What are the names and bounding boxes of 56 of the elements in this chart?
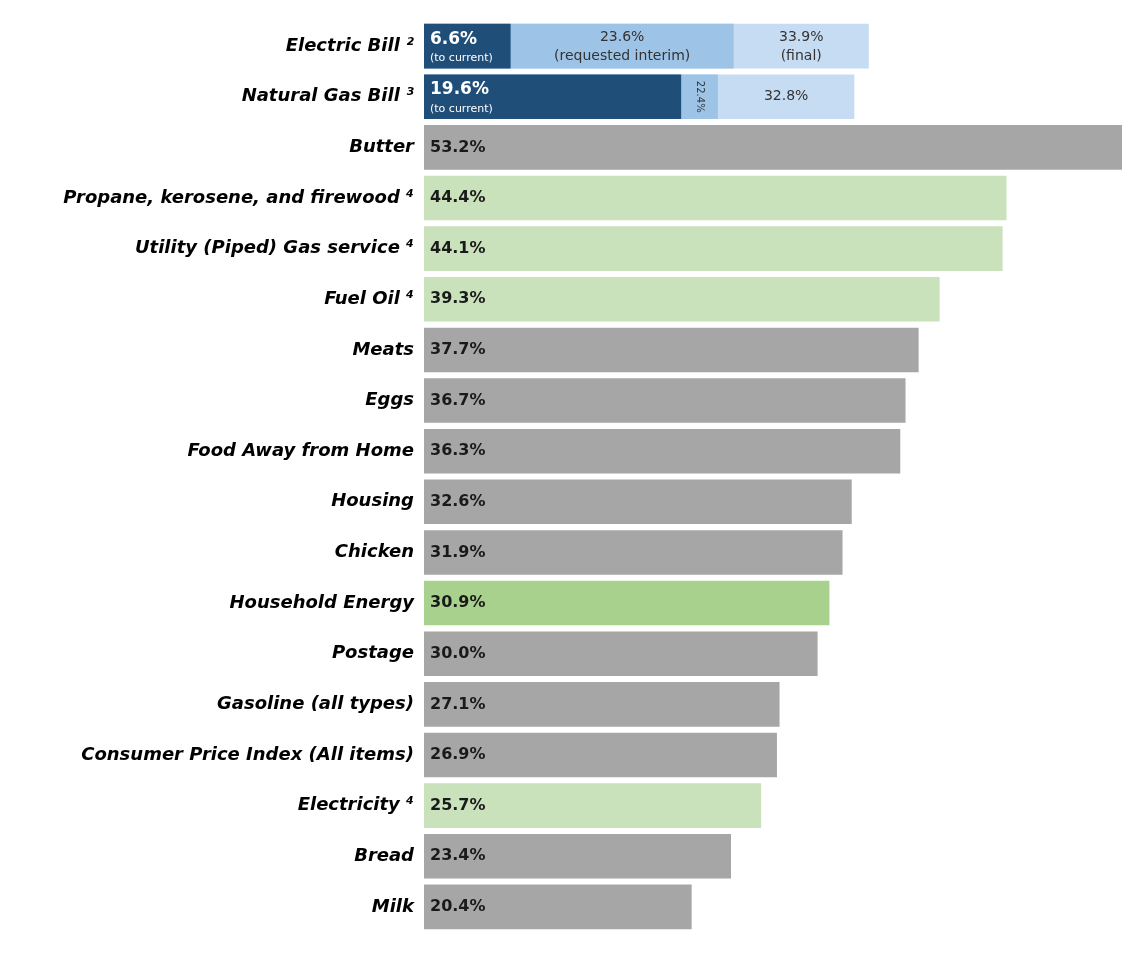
y-tick-label: Housing <box>331 489 415 511</box>
data-label: 22.4% <box>694 80 706 113</box>
data-label: 30.9% <box>430 592 486 612</box>
data-label: 30.0% <box>430 642 486 662</box>
data-label: 6.6% (to current) <box>430 27 493 64</box>
y-tick-label: Eggs <box>365 388 415 410</box>
y-tick-label: Food Away from Home <box>187 438 414 460</box>
data-label: 26.9% <box>430 744 486 764</box>
bar <box>424 125 1122 170</box>
y-tick-label: Butter <box>349 135 416 157</box>
bar <box>424 783 762 828</box>
bar <box>424 631 818 676</box>
y-tick-label: Propane, kerosene, and firewood ⁴ <box>63 185 414 207</box>
y-tick-label: Gasoline (all types) <box>217 692 414 714</box>
bar <box>424 327 919 373</box>
data-label: 44.1% <box>430 237 486 257</box>
y-tick-label: Electricity ⁴ <box>297 793 414 815</box>
data-label: 36.3% <box>430 440 486 460</box>
bar <box>424 378 906 423</box>
data-label: 32.8% <box>763 87 809 104</box>
bar <box>424 732 777 778</box>
bar <box>424 277 940 322</box>
data-label: 32.6% <box>430 490 486 510</box>
data-label: 33.9% (final) <box>778 27 824 63</box>
y-tick-label: Meats <box>352 337 415 359</box>
y-tick-label: Fuel Oil ⁴ <box>324 286 414 308</box>
data-label: 27.1% <box>430 693 486 713</box>
y-tick-label: Household Energy <box>229 590 416 612</box>
data-label: 53.2% <box>430 136 486 156</box>
bar <box>424 175 1007 221</box>
data-label: 20.4% <box>430 896 486 916</box>
y-tick-label: Milk <box>371 894 416 916</box>
bar <box>424 682 780 727</box>
bar <box>424 884 692 930</box>
y-tick-label: Utility (Piped) Gas service ⁴ <box>134 236 414 258</box>
bar <box>424 530 843 575</box>
y-tick-label: Postage <box>331 641 414 663</box>
y-tick-label: Chicken <box>334 540 414 562</box>
data-label: 25.7% <box>430 794 486 814</box>
bar <box>424 428 901 474</box>
y-tick-label: Electric Bill ² <box>285 33 415 55</box>
data-label: 39.3% <box>430 288 486 308</box>
data-label: 44.4% <box>430 187 486 207</box>
y-tick-label: Consumer Price Index (All items) <box>81 742 414 764</box>
data-label: 36.7% <box>430 389 486 409</box>
data-label: 19.6% (to current) <box>430 78 493 115</box>
bar <box>424 226 1003 271</box>
data-label: 37.7% <box>430 339 486 359</box>
bar <box>424 580 830 626</box>
y-tick-label: Natural Gas Bill ³ <box>241 84 415 106</box>
bar <box>424 479 852 525</box>
bar <box>424 833 732 879</box>
data-label: 31.9% <box>430 541 486 561</box>
y-tick-label: Bread <box>354 843 416 865</box>
data-label: 23.6% (requested interim) <box>553 27 691 63</box>
data-label: 23.4% <box>430 845 486 865</box>
